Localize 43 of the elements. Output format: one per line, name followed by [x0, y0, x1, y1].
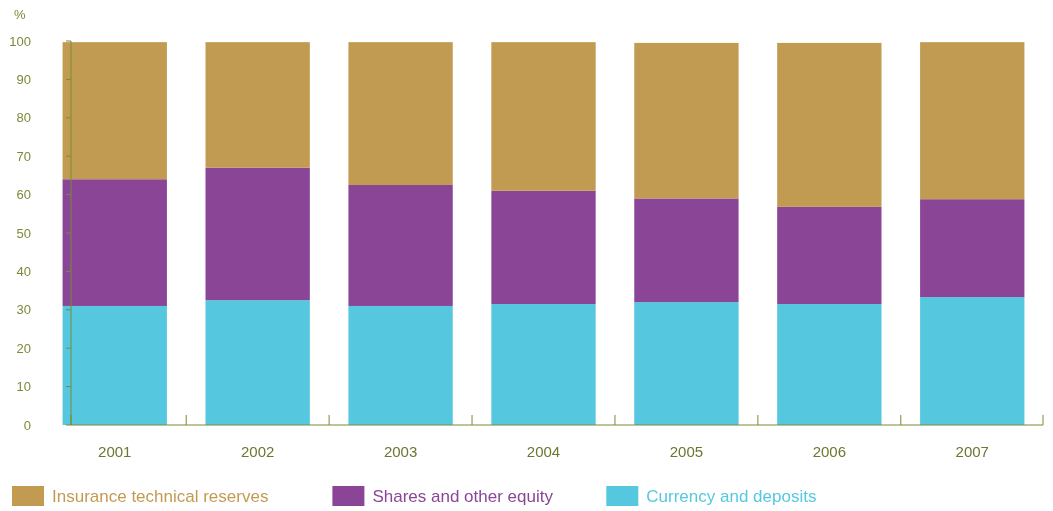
x-tick-label: 2005: [669, 443, 704, 460]
bar: [777, 206, 882, 305]
y-tick-label: 30: [16, 302, 31, 318]
bar: [62, 305, 167, 425]
y-tick-label: 40: [16, 263, 31, 279]
y-tick-label: 50: [16, 225, 31, 241]
bar: [634, 302, 739, 425]
x-tick-label: 2007: [955, 443, 989, 460]
bar: [491, 304, 596, 425]
x-tick-label: 2004: [526, 443, 561, 460]
y-tick-label: 0: [23, 417, 31, 433]
bar: [205, 42, 310, 168]
x-tick-label: 2006: [812, 443, 847, 460]
bar: [634, 198, 739, 303]
legend-label: Currency and deposits: [646, 487, 817, 506]
legend-label: Shares and other equity: [372, 487, 554, 506]
y-axis-title: %: [14, 7, 26, 22]
y-tick-label: 100: [9, 33, 31, 49]
bar: [777, 42, 882, 207]
bar: [920, 297, 1025, 425]
y-tick-label: 60: [16, 187, 31, 203]
bar: [777, 304, 882, 425]
bar: [348, 305, 453, 425]
x-tick-label: 2001: [98, 443, 132, 460]
bar: [920, 42, 1025, 200]
legend-label: Insurance technical reserves: [52, 487, 269, 506]
bar: [348, 42, 453, 185]
bar: [62, 179, 167, 306]
y-tick-label: 10: [16, 379, 31, 395]
bar: [634, 42, 739, 199]
bar: [205, 300, 310, 425]
bar: [62, 42, 167, 180]
y-tick-label: 70: [16, 148, 31, 164]
y-tick-label: 80: [16, 110, 31, 126]
y-tick-label: 20: [16, 340, 31, 356]
x-tick-label: 2002: [240, 443, 275, 460]
y-tick-label: 90: [16, 71, 31, 87]
bar: [491, 42, 596, 191]
x-tick-label: 2003: [383, 443, 418, 460]
bar: [348, 185, 453, 306]
bar: [205, 167, 310, 301]
bar: [920, 199, 1025, 298]
bar: [491, 190, 596, 305]
